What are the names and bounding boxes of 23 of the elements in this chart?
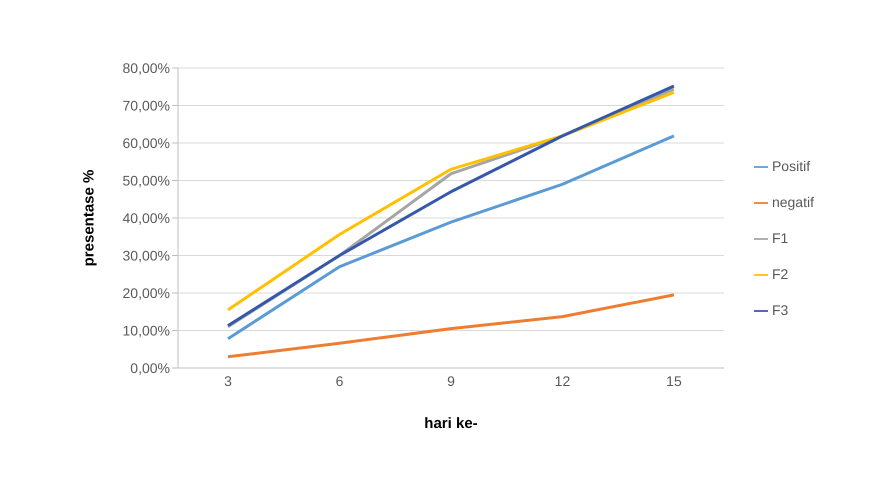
line-series bbox=[226, 293, 676, 358]
x-tick-label: 3 bbox=[224, 372, 232, 389]
y-tick-label: 80,00% bbox=[122, 60, 170, 76]
y-tick-label: 0,00% bbox=[130, 360, 170, 376]
legend-label: Positif bbox=[772, 158, 810, 174]
x-tick-label: 9 bbox=[447, 372, 456, 389]
x-tick-label: 6 bbox=[336, 372, 344, 389]
legend-label: F3 bbox=[772, 302, 788, 318]
legend-label: F1 bbox=[772, 230, 788, 246]
y-tick-label: 40,00% bbox=[122, 210, 170, 226]
legend-label: F2 bbox=[772, 266, 788, 282]
x-tick-label: 15 bbox=[666, 372, 682, 389]
y-tick-label: 10,00% bbox=[122, 322, 170, 338]
legend-label: negatif bbox=[772, 194, 814, 210]
y-axis-title: presentase % bbox=[80, 170, 98, 266]
x-tick-label: 12 bbox=[554, 372, 570, 389]
y-tick-label: 60,00% bbox=[122, 134, 170, 151]
y-tick-label: 70,00% bbox=[122, 97, 170, 114]
y-tick-label: 20,00% bbox=[122, 284, 170, 301]
x-axis-title: hari ke- bbox=[424, 415, 478, 432]
line-series bbox=[226, 134, 676, 340]
y-tick-label: 30,00% bbox=[122, 247, 170, 264]
y-tick-label: 50,00% bbox=[122, 172, 170, 188]
